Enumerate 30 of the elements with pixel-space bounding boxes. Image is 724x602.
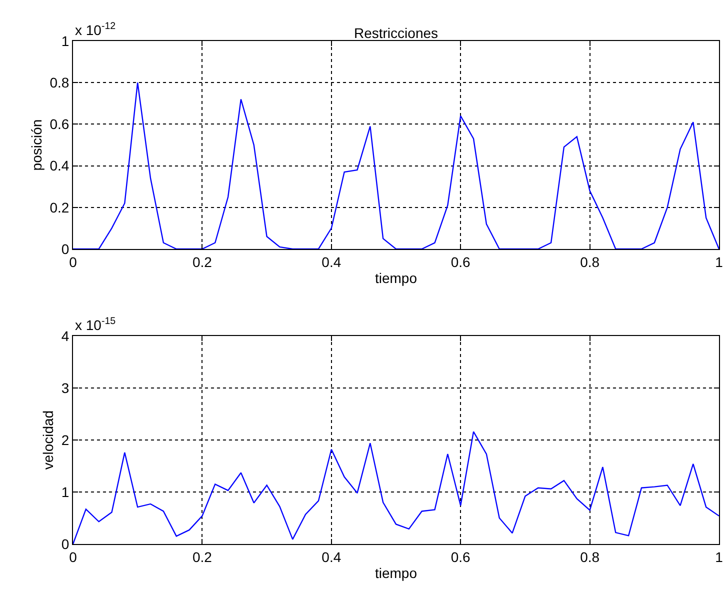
x-tick-label: 0.6 — [450, 254, 471, 270]
x-tick-label: 0.8 — [580, 548, 600, 565]
text: x 10$^{-12}$ — [75, 21, 116, 38]
y-tick-label: 3 — [61, 380, 70, 396]
line-series — [73, 82, 719, 249]
chart-title: Restricciones — [354, 25, 438, 41]
x-tick-label: 0.2 — [192, 548, 212, 565]
x-tick-label: 0.4 — [322, 254, 342, 270]
x-tick-label: 0.2 — [192, 254, 212, 270]
y-tick-label: 0.2 — [50, 199, 70, 216]
y-tick-label: 0 — [61, 536, 70, 552]
y-tick-label: 1 — [61, 484, 70, 500]
text: x 10$^{-15}$ — [75, 316, 116, 333]
y-tick-label: 1 — [61, 32, 70, 49]
x-tick-label: 0.4 — [322, 548, 342, 565]
y-tick-label: 4 — [61, 328, 70, 344]
y-tick-label: 0 — [61, 240, 70, 257]
y-axis-title: velocidad — [40, 410, 56, 470]
x-axis-title: tiempo — [374, 270, 418, 286]
line-series — [73, 431, 719, 544]
x-tick-label: 0.8 — [580, 254, 600, 270]
x-axis-title: tiempo — [374, 565, 418, 582]
x-tick-label: 1 — [715, 548, 724, 565]
y-axis-title: posición — [28, 119, 44, 171]
y-tick-label: 0.8 — [50, 74, 70, 90]
y-tick-label: 2 — [61, 432, 70, 448]
y-tick-label: 0.4 — [50, 158, 70, 174]
x-tick-label: 1 — [715, 254, 724, 270]
y-tick-label: 0.6 — [50, 116, 70, 132]
x-tick-label: 0.6 — [450, 548, 471, 565]
